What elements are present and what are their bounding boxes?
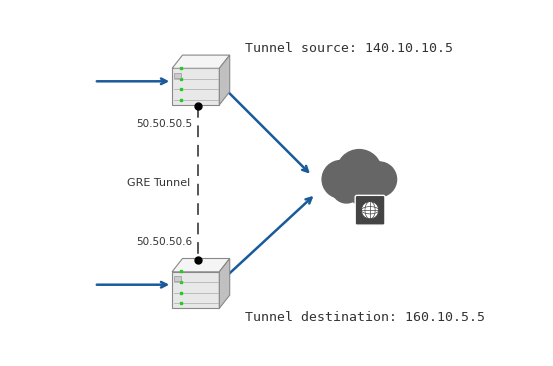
Text: 50.50.50.5: 50.50.50.5 (136, 119, 192, 129)
Circle shape (361, 202, 379, 219)
Polygon shape (220, 258, 229, 308)
Text: Tunnel source: 140.10.10.5: Tunnel source: 140.10.10.5 (245, 42, 453, 55)
Circle shape (332, 174, 361, 203)
Polygon shape (172, 68, 220, 105)
Polygon shape (172, 272, 220, 308)
Text: GRE Tunnel: GRE Tunnel (127, 178, 190, 188)
Text: 50.50.50.6: 50.50.50.6 (136, 237, 192, 247)
Polygon shape (172, 258, 229, 272)
Polygon shape (172, 55, 229, 68)
Circle shape (362, 162, 397, 197)
Circle shape (322, 160, 360, 198)
FancyBboxPatch shape (355, 195, 385, 225)
Circle shape (337, 150, 382, 195)
Circle shape (347, 171, 382, 206)
Polygon shape (174, 73, 181, 78)
Polygon shape (174, 276, 181, 281)
Text: Tunnel destination: 160.10.5.5: Tunnel destination: 160.10.5.5 (245, 311, 485, 324)
Polygon shape (220, 55, 229, 105)
